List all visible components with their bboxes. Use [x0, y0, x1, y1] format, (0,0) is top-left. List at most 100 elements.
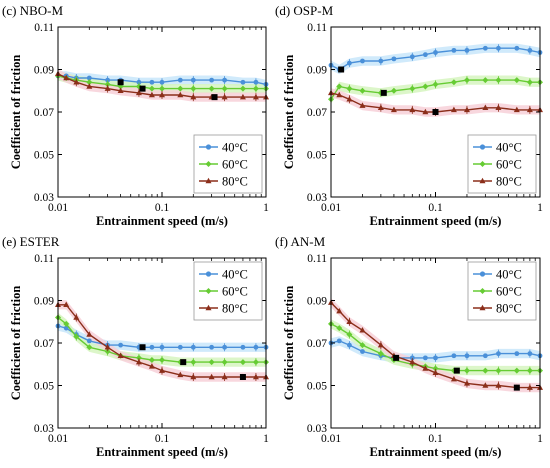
- data-point: [390, 106, 397, 113]
- data-point: [346, 85, 353, 92]
- data-point: [239, 93, 246, 100]
- series-line-1: [58, 75, 267, 86]
- data-point: [347, 342, 352, 348]
- y-tick-label: 0.07: [307, 338, 327, 350]
- highlight-marker: [180, 359, 187, 366]
- data-point: [378, 58, 384, 64]
- data-point: [177, 91, 184, 98]
- data-point: [432, 365, 439, 372]
- highlight-marker: [338, 66, 345, 73]
- highlight-marker: [432, 109, 439, 115]
- series-line-1: [330, 340, 541, 359]
- data-point: [149, 344, 155, 350]
- data-point: [240, 344, 246, 350]
- y-tick-label: 0.09: [307, 296, 327, 308]
- data-point: [463, 367, 470, 374]
- y-tick-label: 0.05: [307, 381, 327, 393]
- data-point: [104, 85, 111, 91]
- legend-marker: [205, 304, 212, 311]
- series-line-2: [57, 316, 266, 363]
- y-tick-label: 0.09: [34, 296, 54, 308]
- data-point: [451, 47, 457, 53]
- data-point: [527, 351, 533, 357]
- x-tick-label: 0.1: [428, 433, 443, 445]
- data-point: [190, 77, 196, 83]
- data-point: [63, 320, 70, 327]
- data-point: [409, 54, 415, 60]
- data-point: [73, 79, 80, 85]
- y-tick-label: 0.07: [307, 107, 327, 119]
- data-point: [450, 106, 457, 113]
- data-point: [209, 344, 215, 350]
- y-tick-label: 0.11: [307, 22, 327, 34]
- data-point: [514, 45, 520, 51]
- data-point: [208, 373, 215, 380]
- data-point: [177, 77, 183, 83]
- y-tick-label: 0.11: [34, 253, 54, 265]
- legend-marker: [479, 271, 486, 277]
- data-point: [240, 79, 246, 85]
- data-point: [86, 344, 93, 351]
- data-point: [482, 367, 489, 374]
- data-point: [359, 342, 366, 349]
- series-line-3: [330, 302, 540, 389]
- x-tick-label: 1: [263, 202, 269, 214]
- panel-label: (c) NBO-M: [2, 3, 63, 18]
- legend: 40°C 60°C 80°C: [467, 261, 537, 321]
- series-line-2: [330, 323, 540, 372]
- data-point: [433, 50, 438, 55]
- data-point: [159, 357, 165, 363]
- y-tick-label: 0.07: [34, 338, 54, 350]
- data-point: [63, 325, 69, 331]
- data-point: [409, 358, 416, 365]
- data-point: [336, 91, 343, 98]
- y-tick-label: 0.03: [307, 192, 327, 204]
- data-point: [513, 77, 520, 84]
- legend-label: 80°C: [222, 302, 248, 316]
- data-point: [495, 104, 502, 110]
- y-tick-label: 0.11: [34, 22, 54, 34]
- highlight-marker: [239, 374, 246, 380]
- data-point: [148, 357, 155, 363]
- error-band: [331, 319, 540, 376]
- legend-label: 60°C: [496, 285, 522, 299]
- legend-label: 80°C: [496, 302, 522, 316]
- data-point: [360, 349, 365, 354]
- legend-marker: [479, 177, 486, 184]
- data-point: [190, 344, 196, 350]
- data-point: [513, 106, 520, 113]
- data-point: [359, 87, 366, 94]
- legend: 40°C 60°C 80°C: [193, 134, 263, 194]
- data-point: [514, 351, 520, 357]
- data-point: [159, 367, 165, 373]
- x-axis-label: Entrainment speed (m/s): [96, 214, 228, 228]
- x-axis-label: Entrainment speed (m/s): [96, 445, 228, 459]
- data-point: [86, 75, 92, 81]
- data-point: [422, 52, 428, 58]
- data-point: [252, 85, 259, 92]
- highlight-marker: [453, 367, 460, 374]
- data-point: [336, 307, 343, 314]
- legend-marker: [479, 304, 486, 311]
- data-point: [190, 85, 197, 92]
- legend: 40°C 60°C 80°C: [467, 134, 537, 194]
- y-tick-label: 0.05: [34, 381, 54, 393]
- highlight-marker: [380, 89, 387, 96]
- highlight-marker: [139, 344, 146, 351]
- y-axis-label: Coefficient of friction: [282, 55, 296, 170]
- series-line-2: [57, 75, 266, 90]
- data-point: [117, 87, 124, 93]
- x-tick-label: 0.01: [321, 202, 341, 214]
- y-tick-label: 0.07: [34, 107, 54, 119]
- highlight-marker: [211, 94, 218, 101]
- x-tick-label: 1: [263, 433, 269, 445]
- data-point: [105, 77, 111, 83]
- data-point: [526, 384, 533, 390]
- data-point: [252, 359, 259, 366]
- data-point: [450, 79, 457, 86]
- x-tick-label: 0.1: [155, 433, 170, 445]
- data-point: [86, 338, 92, 344]
- data-point: [136, 79, 142, 85]
- data-point: [177, 85, 184, 92]
